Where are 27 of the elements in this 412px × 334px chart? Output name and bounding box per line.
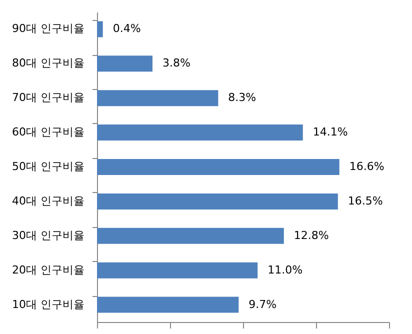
y-tick-label: 20대 인구비율 [12,263,84,276]
y-tick-label: 30대 인구비율 [12,228,84,242]
data-label: 16.6% [349,160,384,173]
data-label: 11.0% [268,263,303,276]
bar [97,262,258,278]
y-tick-label: 80대 인구비율 [12,56,84,70]
data-label: 0.4% [112,22,141,36]
data-label: 8.3% [228,91,256,104]
bar [97,56,152,72]
bar [97,21,103,38]
y-tick-label: 70대 인구비율 [12,91,84,104]
y-tick-label: 60대 인구비율 [12,126,84,139]
data-label: 12.8% [294,228,329,242]
y-tick-label: 10대 인구비율 [12,298,84,311]
bar [97,159,340,175]
data-label: 3.8% [162,56,190,70]
bar [97,228,284,244]
data-label: 16.5% [348,194,383,208]
y-tick-label: 40대 인구비율 [12,194,84,208]
y-tick-label: 50대 인구비율 [12,160,84,173]
bar [97,296,239,313]
data-label: 9.7% [248,298,277,311]
y-tick-label: 90대 인구비율 [12,22,84,36]
bar [97,124,303,141]
bar [97,90,218,106]
bar [97,193,338,210]
data-label: 14.1% [312,126,348,139]
